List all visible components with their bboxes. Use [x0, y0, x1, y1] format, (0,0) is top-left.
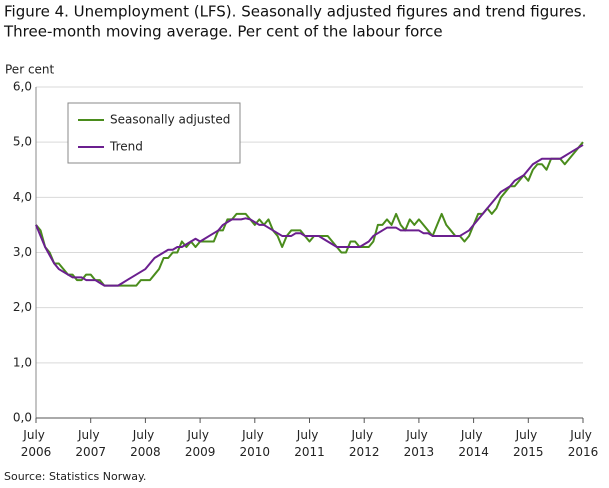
x-tick-label: July 2006 [21, 428, 52, 459]
x-tick-label: July 2010 [240, 428, 271, 459]
y-tick-label: 4,0 [13, 190, 32, 204]
x-tick-label: July 2009 [185, 428, 216, 459]
y-tick-label: 6,0 [13, 80, 32, 94]
x-tick-label: July 2007 [75, 428, 106, 459]
series-line [35, 144, 584, 287]
chart-title: Figure 4. Unemployment (LFS). Seasonally… [4, 3, 586, 21]
x-tick-label: July 2012 [349, 428, 380, 459]
y-tick-label: 0,0 [13, 411, 32, 425]
y-tick-label: 1,0 [13, 355, 32, 369]
x-tick-label: July 2015 [513, 428, 544, 459]
x-tick-label: July 2013 [404, 428, 435, 459]
y-axis-label: Per cent [5, 63, 55, 77]
chart-subtitle: Three-month moving average. Per cent of … [3, 23, 443, 41]
legend-label: Seasonally adjusted [110, 113, 230, 127]
legend-label: Trend [109, 140, 143, 154]
x-tick-label: July 2011 [294, 428, 325, 459]
y-tick-label: 3,0 [13, 245, 32, 259]
legend-box [67, 102, 241, 164]
x-tick-label: July 2014 [458, 428, 489, 459]
x-tick-label: July 2008 [130, 428, 161, 459]
source: Source: Statistics Norway. [4, 470, 146, 483]
y-tick-label: 5,0 [13, 135, 32, 149]
y-tick-label: 2,0 [13, 300, 32, 314]
series-line [35, 141, 584, 287]
x-tick-label: July 2016 [568, 428, 599, 459]
